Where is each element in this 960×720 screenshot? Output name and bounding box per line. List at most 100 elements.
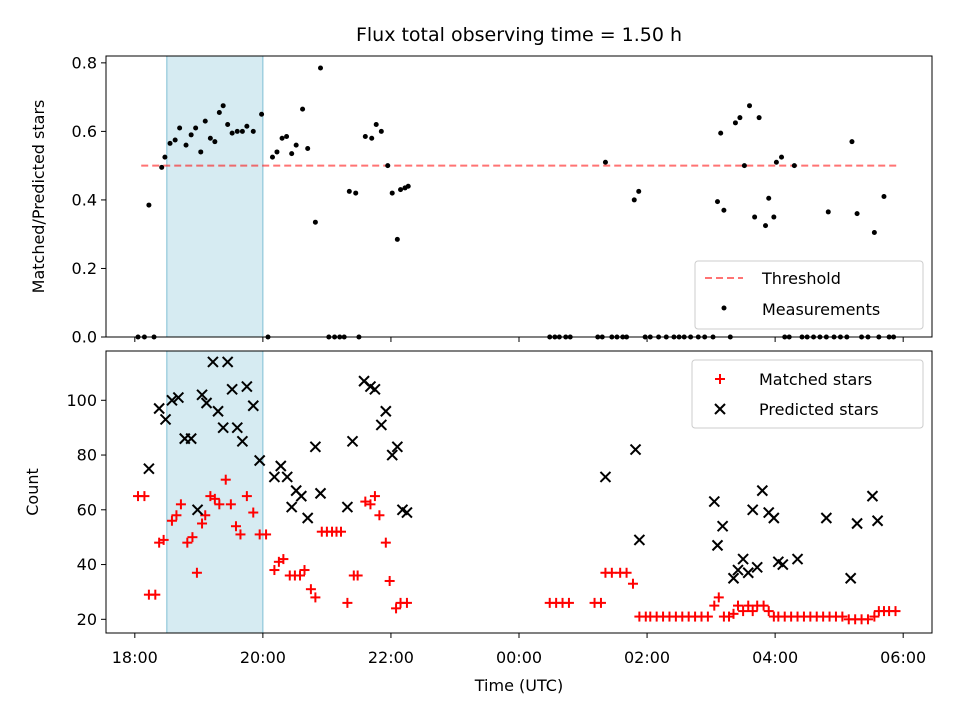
measurement-point	[636, 188, 642, 194]
cross-stroke	[231, 421, 243, 434]
matched-stars-point	[171, 510, 182, 521]
cross-stroke	[285, 501, 298, 513]
measurement-point	[259, 111, 265, 117]
cross-stroke	[281, 471, 293, 483]
matched-stars-point	[187, 532, 198, 543]
predicted-stars-point	[737, 553, 749, 565]
measurement-point	[198, 149, 204, 155]
predicted-stars-point	[391, 441, 404, 453]
cross-stroke	[791, 553, 804, 565]
matched-stars-point	[197, 518, 208, 529]
matched-stars-point	[595, 597, 606, 608]
measurement-point	[398, 187, 404, 193]
measurement-point	[212, 139, 218, 145]
measurement-point	[394, 236, 400, 242]
cross-stroke	[143, 463, 155, 475]
legend-plus-marker	[715, 374, 725, 384]
predicted-stars-point	[285, 501, 298, 513]
matched-stars-point	[225, 499, 236, 510]
measurement-point	[763, 223, 769, 229]
measurement-point	[162, 154, 168, 160]
legend-predicted-swatch	[714, 403, 726, 415]
matched-stars-point	[837, 611, 848, 622]
measurement-point	[183, 142, 189, 148]
cross-stroke	[751, 561, 763, 573]
matched-stars-point	[621, 567, 632, 578]
legend-predicted-label: Predicted stars	[759, 400, 879, 419]
matched-stars-point	[890, 606, 901, 617]
measurement-point	[193, 125, 199, 131]
cross-stroke	[777, 558, 789, 571]
cross-stroke	[711, 539, 724, 552]
cross-stroke	[716, 520, 729, 532]
matched-stars-point	[384, 575, 395, 586]
cross-stroke	[708, 495, 721, 508]
predicted-stars-point	[247, 400, 259, 412]
matched-stars-point	[261, 529, 272, 540]
cross-stroke	[295, 490, 308, 502]
cross-stroke	[226, 383, 238, 396]
predicted-stars-point	[716, 520, 729, 532]
predicted-stars-point	[386, 449, 398, 461]
predicted-stars-point	[172, 391, 185, 404]
matched-stars-point	[401, 597, 412, 608]
cross-stroke	[871, 515, 884, 527]
measurement-point	[172, 137, 178, 143]
matched-stars-point	[310, 592, 321, 603]
matched-stars-point	[241, 491, 252, 502]
cross-stroke	[742, 567, 754, 579]
cross-stroke	[185, 432, 197, 445]
measurement-point	[752, 214, 758, 220]
x-tick-label: 04:00	[752, 648, 798, 667]
cross-stroke	[386, 449, 398, 461]
legend-measurements-label: Measurements	[762, 300, 880, 319]
predicted-stars-point	[253, 454, 266, 467]
top-panel: 0.00.20.40.60.8 Matched/Predicted stars …	[29, 53, 933, 347]
predicted-stars-point	[866, 490, 879, 502]
cross-stroke	[358, 375, 370, 387]
matched-stars-point	[369, 491, 380, 502]
cross-stroke	[341, 501, 354, 513]
measurement-point	[389, 190, 395, 196]
y-tick-label: 60	[77, 500, 97, 519]
matched-stars-point	[738, 606, 749, 617]
predicted-stars-point	[711, 539, 724, 552]
predicted-stars-point	[153, 402, 165, 415]
y-tick-label: 0.4	[72, 190, 97, 209]
predicted-stars-point	[231, 421, 243, 434]
predicted-stars-point	[629, 443, 642, 456]
cross-stroke	[275, 460, 287, 472]
matched-stars-point	[166, 515, 177, 526]
cross-stroke	[629, 443, 642, 456]
predicted-stars-point	[221, 356, 234, 368]
cross-stroke	[153, 402, 165, 415]
legend-measurements-swatch	[721, 305, 727, 311]
matched-stars-point	[380, 537, 391, 548]
predicted-stars-point	[777, 558, 789, 571]
matched-stars-point	[278, 554, 289, 565]
measurement-point	[293, 142, 299, 148]
measurement-point	[362, 134, 368, 140]
matched-stars-point	[627, 578, 638, 589]
cross-stroke	[159, 413, 172, 426]
predicted-stars-point	[200, 397, 213, 409]
measurement-point	[146, 202, 152, 208]
predicted-stars-point	[314, 487, 327, 500]
measurement-point	[718, 130, 724, 136]
measurement-point	[721, 207, 727, 213]
measurement-point	[881, 194, 887, 199]
cross-stroke	[772, 556, 785, 568]
matched-stars-point	[295, 570, 306, 581]
legend-matched-swatch	[715, 374, 725, 384]
predicted-stars-point	[380, 405, 392, 417]
cross-stroke	[236, 435, 249, 448]
measurement-point	[353, 190, 359, 196]
matched-stars-point	[220, 474, 231, 485]
predicted-stars-point	[341, 501, 354, 513]
cross-stroke	[241, 380, 253, 393]
predicted-stars-point	[401, 506, 413, 519]
matched-stars-point	[305, 584, 316, 595]
predicted-stars-point	[207, 356, 219, 368]
x-tick-label: 18:00	[112, 648, 158, 667]
matched-stars-point	[175, 499, 186, 510]
